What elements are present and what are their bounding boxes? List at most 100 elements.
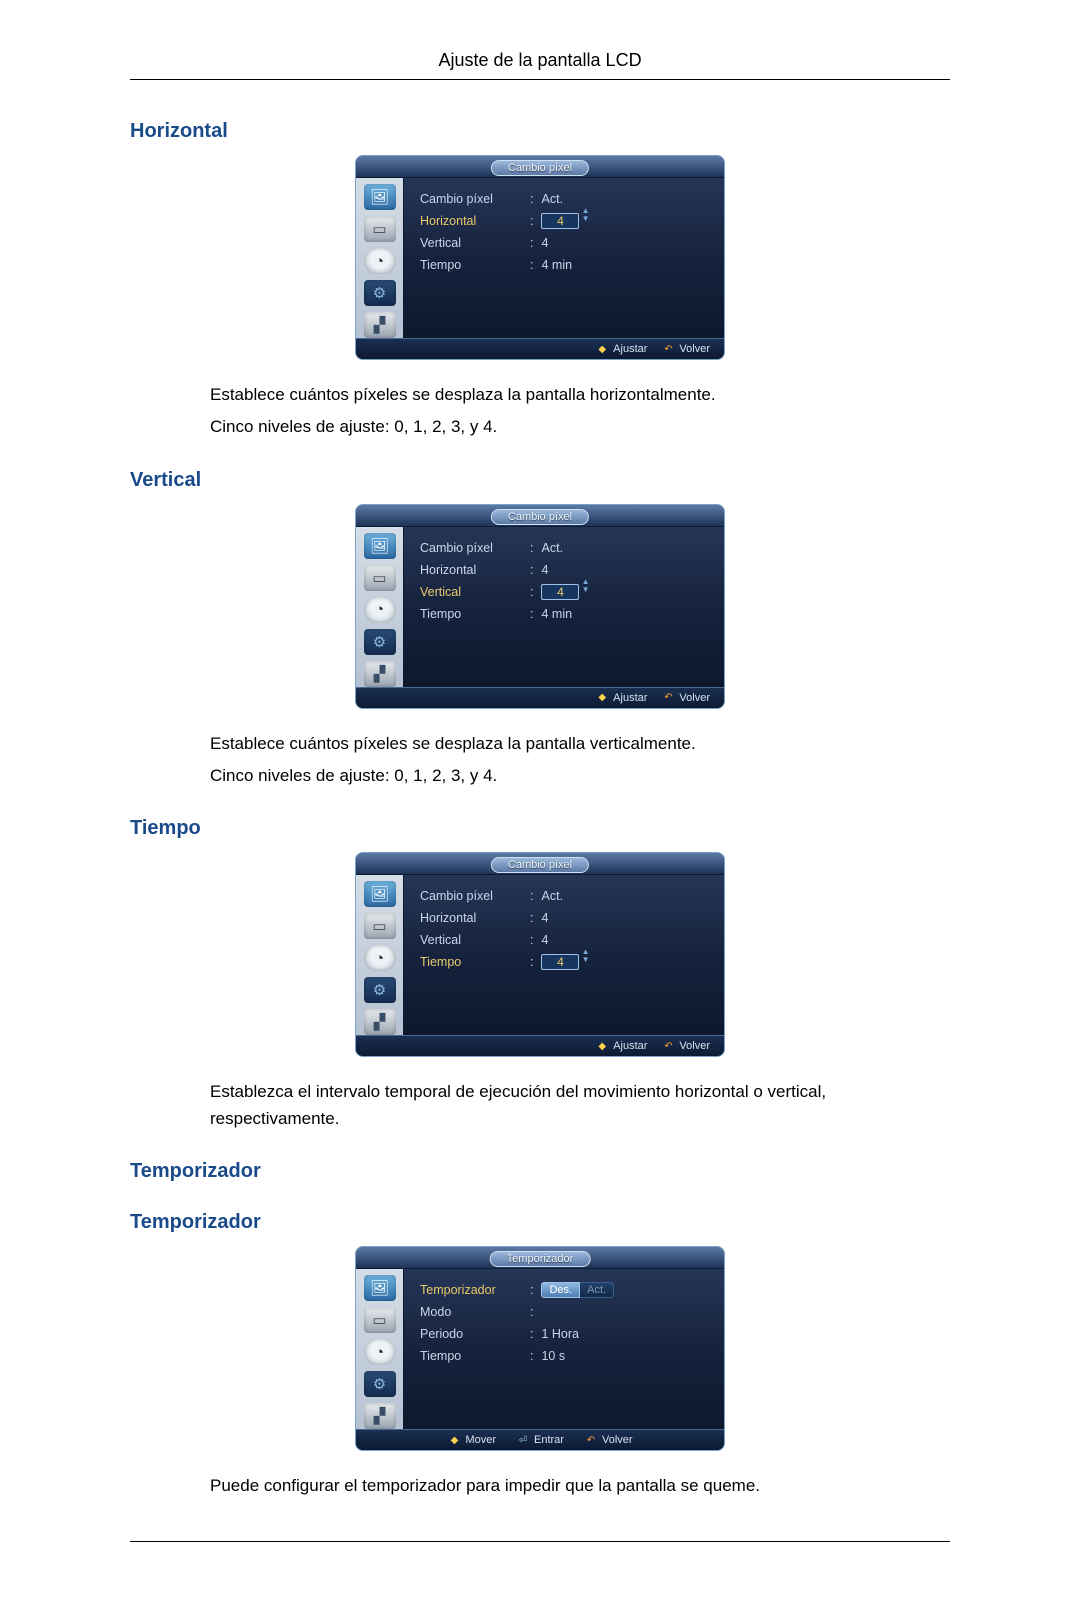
osd-title: Temporizador <box>490 1251 591 1267</box>
footer-volver[interactable]: ↶Volver <box>584 1433 633 1447</box>
spinner-tiempo[interactable]: 4 ▲▼ <box>541 954 579 970</box>
tiempo-desc1: Establezca el intervalo temporal de ejec… <box>210 1079 950 1132</box>
label-tiempo: Tiempo <box>420 258 530 272</box>
row-modo[interactable]: Modo : <box>420 1301 712 1323</box>
gear-icon: ⚙ <box>364 977 396 1003</box>
row-cambio[interactable]: Cambio píxel :Act. <box>420 537 712 559</box>
osd-title: Cambio píxel <box>491 160 589 176</box>
row-tiempo[interactable]: Tiempo : 4 ▲▼ <box>420 951 712 973</box>
label-horizontal: Horizontal <box>420 911 530 925</box>
row-periodo[interactable]: Periodo :1 Hora <box>420 1323 712 1345</box>
gear-icon: ⚙ <box>364 280 396 306</box>
heading-vertical: Vertical <box>130 469 950 492</box>
label-vertical: Vertical <box>420 585 530 599</box>
spinner-horizontal[interactable]: 4 ▲▼ <box>541 213 579 229</box>
picture-icon: 🖼 <box>364 533 396 559</box>
val-vertical: 4 <box>541 236 548 250</box>
picture-icon: 🖼 <box>364 184 396 210</box>
osd-title: Cambio píxel <box>491 509 589 525</box>
multiscreen-icon: ▞ <box>364 1403 396 1429</box>
val-vertical: 4 <box>541 933 548 947</box>
multiscreen-icon: ▞ <box>364 661 396 687</box>
val-periodo: 1 Hora <box>541 1327 579 1341</box>
label-horizontal: Horizontal <box>420 214 530 228</box>
vertical-desc1: Establece cuántos píxeles se desplaza la… <box>210 731 950 757</box>
heading-tiempo: Tiempo <box>130 817 950 840</box>
horizontal-desc1: Establece cuántos píxeles se desplaza la… <box>210 382 950 408</box>
row-cambio[interactable]: Cambio píxel :Act. <box>420 885 712 907</box>
spin-value: 4 <box>541 954 579 970</box>
row-tiempo[interactable]: Tiempo :4 min <box>420 603 712 625</box>
label-vertical: Vertical <box>420 236 530 250</box>
row-temporizador[interactable]: Temporizador : Des. Act. <box>420 1279 712 1301</box>
row-vertical[interactable]: Vertical :4 <box>420 232 712 254</box>
osd-vertical: Cambio píxel 🖼 ▭ ◔ ⚙ ▞ Cambio píxel :Act… <box>130 504 950 709</box>
val-cambio: Act. <box>541 192 563 206</box>
osd-sidebar: 🖼 ▭ ◔ ⚙ ▞ <box>356 178 404 338</box>
label-cambio: Cambio píxel <box>420 889 530 903</box>
input-icon: ▭ <box>364 913 396 939</box>
row-horizontal[interactable]: Horizontal :4 <box>420 907 712 929</box>
val-cambio: Act. <box>541 889 563 903</box>
clock-icon: ◔ <box>364 1339 396 1365</box>
horizontal-desc2: Cinco niveles de ajuste: 0, 1, 2, 3, y 4… <box>210 414 950 440</box>
osd-tiempo: Cambio píxel 🖼 ▭ ◔ ⚙ ▞ Cambio píxel :Act… <box>130 852 950 1057</box>
clock-icon: ◔ <box>364 945 396 971</box>
picture-icon: 🖼 <box>364 881 396 907</box>
label-temporizador: Temporizador <box>420 1283 530 1297</box>
toggle-off[interactable]: Des. <box>541 1282 580 1298</box>
multiscreen-icon: ▞ <box>364 312 396 338</box>
osd-temporizador: Temporizador 🖼 ▭ ◔ ⚙ ▞ Temporizador : De… <box>130 1246 950 1451</box>
row-vertical[interactable]: Vertical : 4 ▲▼ <box>420 581 712 603</box>
osd-titlebar: Cambio píxel <box>356 156 724 178</box>
row-vertical[interactable]: Vertical :4 <box>420 929 712 951</box>
footer-volver[interactable]: ↶Volver <box>661 691 710 705</box>
label-vertical: Vertical <box>420 933 530 947</box>
val-tiempo: 4 min <box>541 607 572 621</box>
multiscreen-icon: ▞ <box>364 1009 396 1035</box>
row-tiempo[interactable]: Tiempo :10 s <box>420 1345 712 1367</box>
page-header: Ajuste de la pantalla LCD <box>130 50 950 80</box>
spin-value: 4 <box>541 584 579 600</box>
label-modo: Modo <box>420 1305 530 1319</box>
clock-icon: ◔ <box>364 248 396 274</box>
label-cambio: Cambio píxel <box>420 541 530 555</box>
val-cambio: Act. <box>541 541 563 555</box>
label-cambio: Cambio píxel <box>420 192 530 206</box>
vertical-desc2: Cinco niveles de ajuste: 0, 1, 2, 3, y 4… <box>210 763 950 789</box>
input-icon: ▭ <box>364 565 396 591</box>
val-tiempo: 10 s <box>541 1349 565 1363</box>
footer-ajustar[interactable]: ◆Ajustar <box>595 1039 647 1053</box>
row-cambio[interactable]: Cambio píxel :Act. <box>420 188 712 210</box>
row-tiempo[interactable]: Tiempo :4 min <box>420 254 712 276</box>
spinner-vertical[interactable]: 4 ▲▼ <box>541 584 579 600</box>
footer-ajustar[interactable]: ◆Ajustar <box>595 691 647 705</box>
row-horizontal[interactable]: Horizontal :4 <box>420 559 712 581</box>
label-tiempo: Tiempo <box>420 1349 530 1363</box>
label-horizontal: Horizontal <box>420 563 530 577</box>
input-icon: ▭ <box>364 1307 396 1333</box>
footer-volver[interactable]: ↶Volver <box>661 1039 710 1053</box>
heading-horizontal: Horizontal <box>130 120 950 143</box>
input-icon: ▭ <box>364 216 396 242</box>
picture-icon: 🖼 <box>364 1275 396 1301</box>
val-tiempo: 4 min <box>541 258 572 272</box>
footer-ajustar[interactable]: ◆Ajustar <box>595 342 647 356</box>
val-horizontal: 4 <box>541 563 548 577</box>
footer-mover[interactable]: ◆Mover <box>447 1433 496 1447</box>
spin-value: 4 <box>541 213 579 229</box>
clock-icon: ◔ <box>364 597 396 623</box>
row-horizontal[interactable]: Horizontal : 4 ▲▼ <box>420 210 712 232</box>
label-periodo: Periodo <box>420 1327 530 1341</box>
temporizador-desc1: Puede configurar el temporizador para im… <box>210 1473 950 1499</box>
footer-rule <box>130 1541 950 1542</box>
label-tiempo: Tiempo <box>420 607 530 621</box>
footer-volver[interactable]: ↶Volver <box>661 342 710 356</box>
gear-icon: ⚙ <box>364 1371 396 1397</box>
toggle-on[interactable]: Act. <box>580 1282 614 1298</box>
footer-entrar[interactable]: ⏎Entrar <box>516 1433 564 1447</box>
gear-icon: ⚙ <box>364 629 396 655</box>
label-tiempo: Tiempo <box>420 955 530 969</box>
osd-horizontal: Cambio píxel 🖼 ▭ ◔ ⚙ ▞ Cambio píxel :Act… <box>130 155 950 360</box>
toggle-temporizador[interactable]: Des. Act. <box>541 1282 614 1298</box>
